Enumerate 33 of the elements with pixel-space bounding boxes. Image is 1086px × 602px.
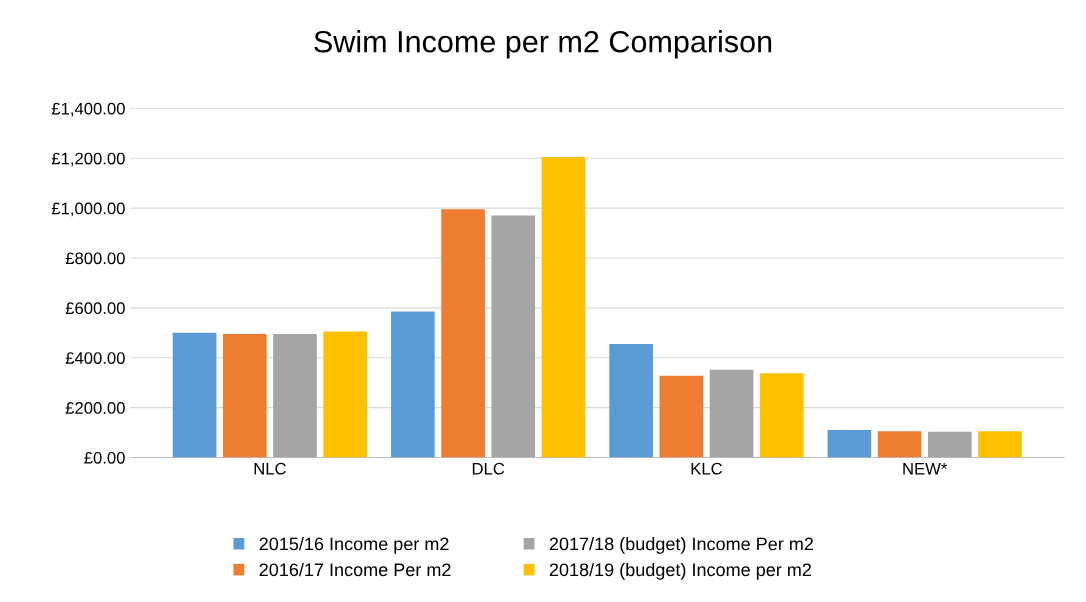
chart-title: Swim Income per m2 Comparison [314,30,772,59]
y-tick-label: £1,000.00 [51,202,125,217]
bar [709,369,754,458]
y-tick-label: £800.00 [65,252,125,265]
x-tick-label: NLC [254,462,286,475]
x-tick-label: KLC [691,462,723,475]
bar [759,373,804,458]
bar [609,344,653,458]
x-tick-label: NEW* [903,462,948,475]
bar [541,156,586,458]
bar [273,334,317,458]
y-tick-label: £400.00 [65,352,125,364]
bar [323,331,368,458]
bar [978,431,1022,458]
x-tick-label: DLC [472,462,505,475]
bar [222,334,267,458]
legend-label: 2015/16 Income per m2 [259,537,449,554]
bar [172,332,217,458]
y-tick-label: £600.00 [65,302,125,315]
y-tick-label: £1,200.00 [51,152,125,167]
bar [391,311,435,458]
y-tick-label: £200.00 [65,402,125,414]
bar [877,431,922,458]
bar [927,431,972,458]
legend-label: 2017/18 (budget) Income Per m2 [549,537,813,554]
bar [827,430,872,458]
y-tick-label: £0.00 [84,451,125,464]
bar [441,209,485,458]
legend-label: 2018/19 (budget) Income per m2 [549,562,811,580]
bar [491,215,536,458]
y-tick-label: £1,400.00 [51,102,125,117]
legend-label: 2016/17 Income Per m2 [259,562,451,577]
bar [659,375,704,458]
